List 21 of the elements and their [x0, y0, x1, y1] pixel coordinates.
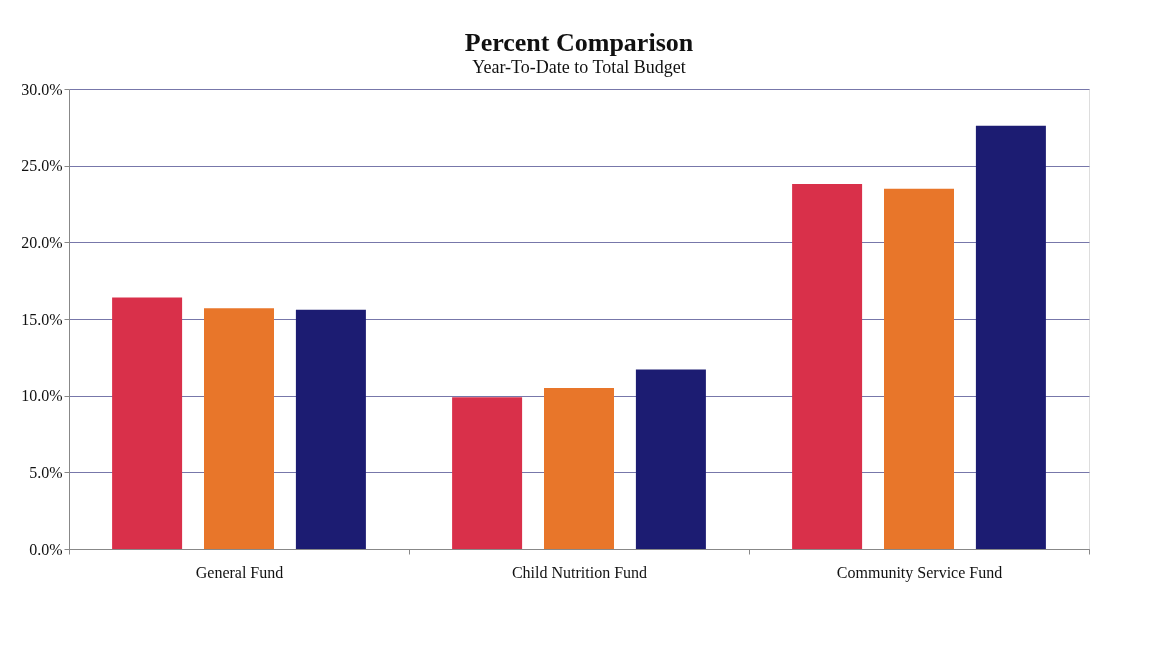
bar — [452, 397, 523, 549]
bar — [975, 125, 1046, 549]
chart-title: Percent Comparison — [464, 28, 694, 57]
y-tick-label: 0.0% — [29, 540, 63, 558]
bar — [204, 308, 274, 549]
bar — [792, 184, 863, 549]
chart-subtitle: Year-To-Date to Total Budget — [472, 57, 686, 77]
bar — [884, 188, 954, 549]
x-tick-label: Community Service Fund — [836, 563, 1003, 582]
bar — [635, 369, 706, 549]
bar — [295, 309, 366, 549]
bar — [544, 388, 614, 549]
y-tick-label: 10.0% — [21, 387, 63, 405]
x-tick-label: General Fund — [195, 563, 284, 581]
y-tick-label: 5.0% — [29, 463, 63, 481]
y-tick-label: 20.0% — [21, 233, 63, 251]
y-tick-label: 15.0% — [21, 310, 63, 328]
y-tick-label: 30.0% — [21, 80, 63, 98]
x-tick-label: Child Nutrition Fund — [511, 563, 648, 581]
y-tick-label: 25.0% — [21, 157, 63, 175]
bar — [112, 297, 183, 549]
